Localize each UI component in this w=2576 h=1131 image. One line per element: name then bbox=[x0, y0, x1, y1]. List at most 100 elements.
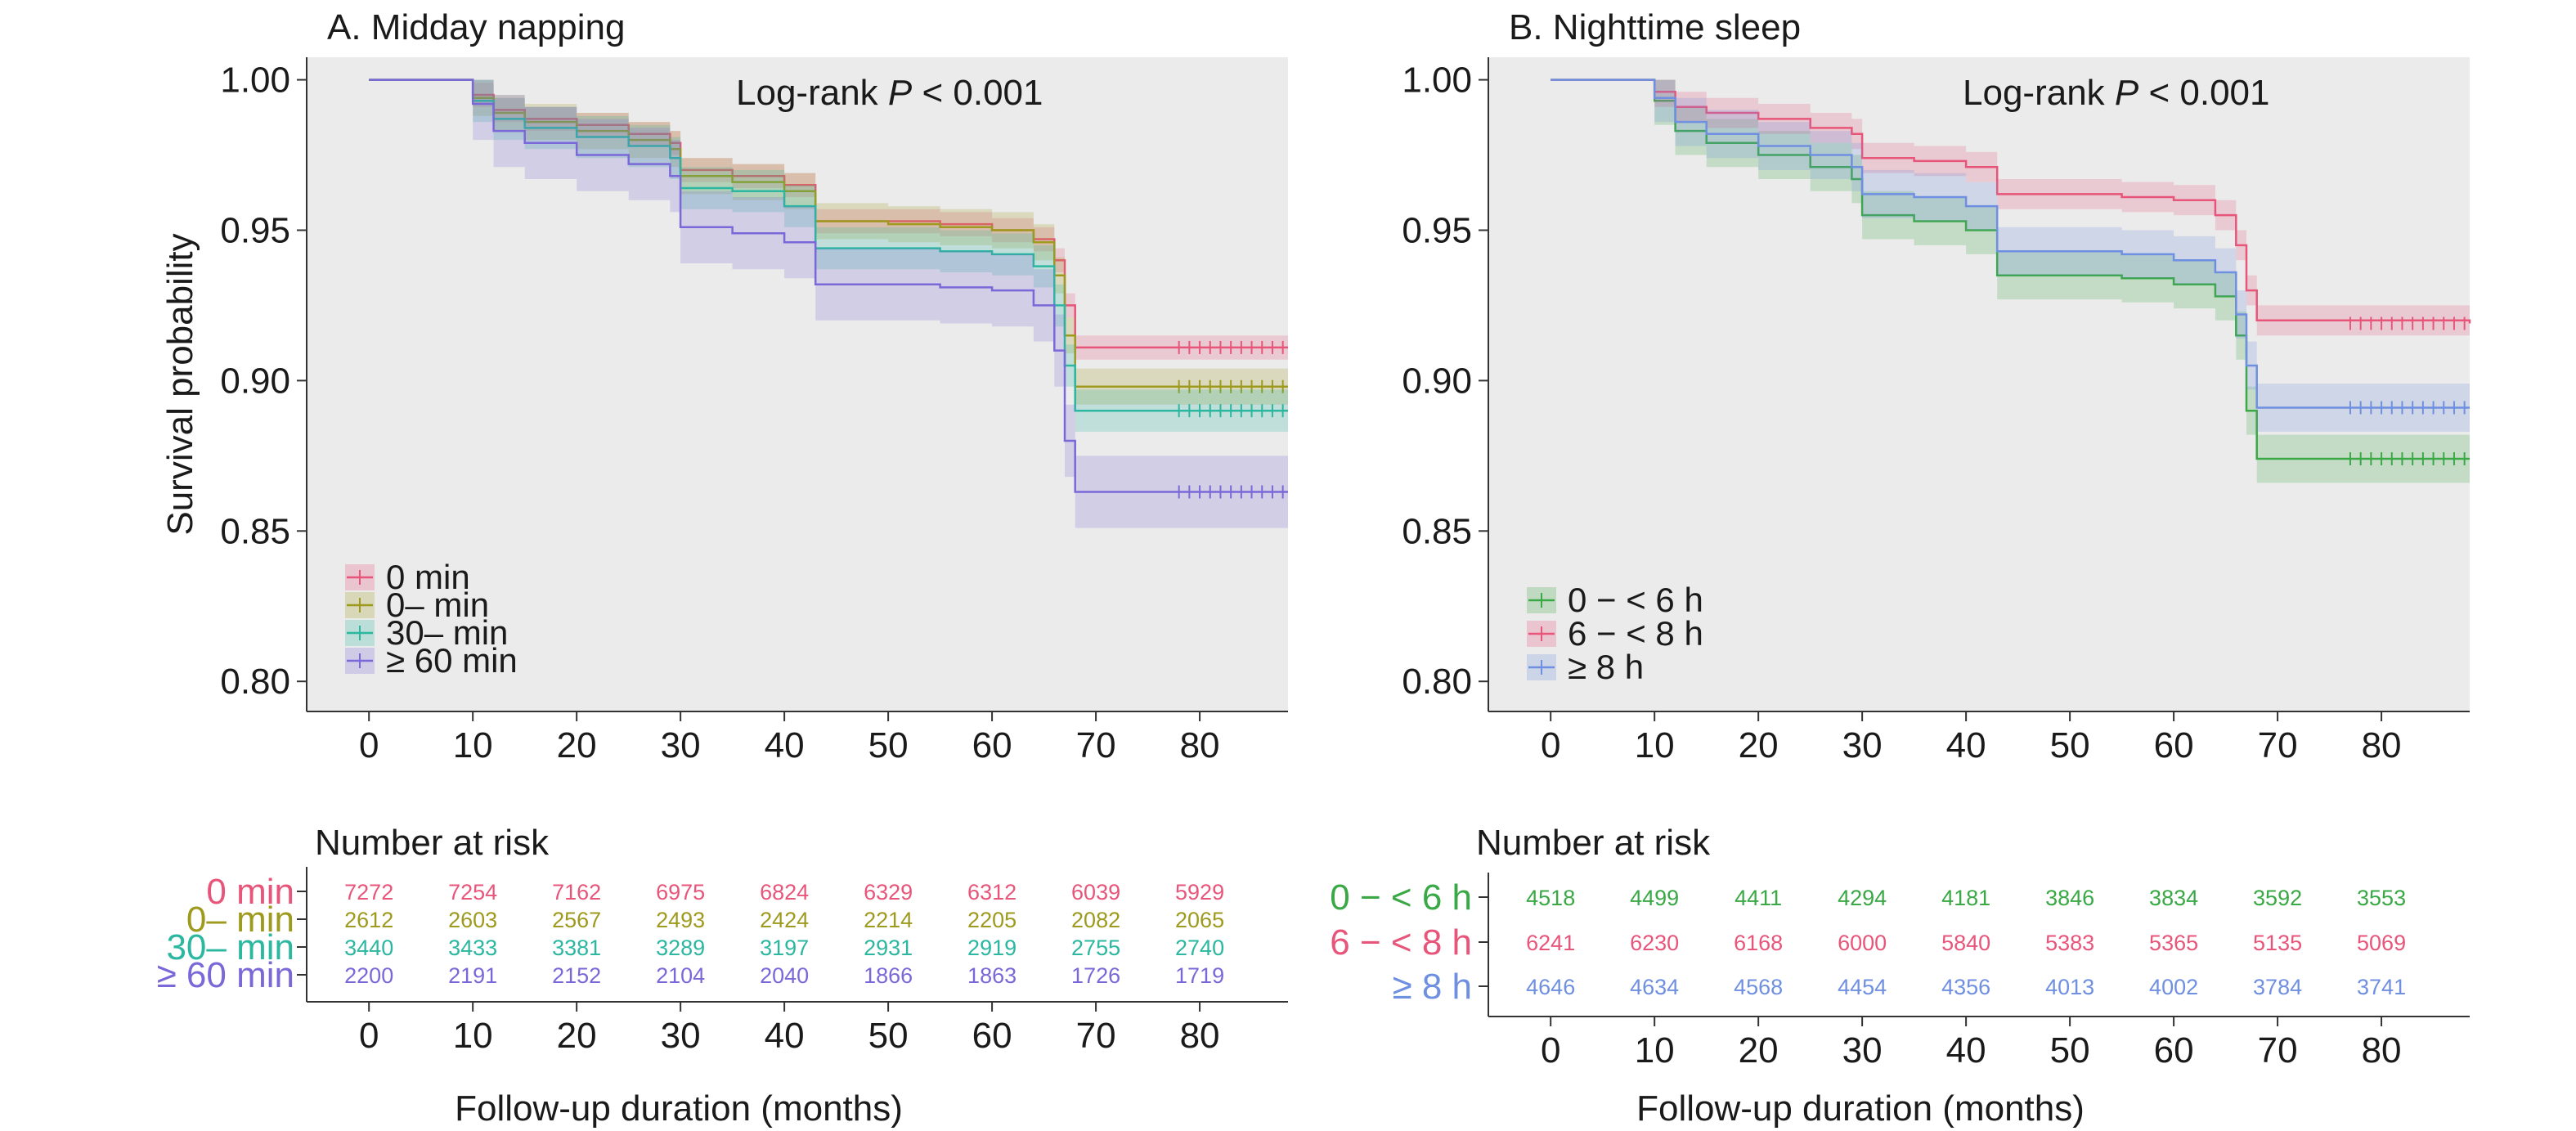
legend-label: ≥ 8 h bbox=[1568, 648, 1644, 686]
ci-band bbox=[369, 79, 1289, 528]
risk-count: 6168 bbox=[1734, 931, 1783, 955]
risk-count: 2493 bbox=[656, 908, 705, 932]
legend-item-6-8-h: 6 − < 8 h bbox=[1527, 614, 1703, 653]
risk-x-tick-label: 70 bbox=[1076, 1016, 1116, 1056]
series-8-h bbox=[1551, 79, 2470, 432]
series-layer bbox=[1551, 79, 2471, 483]
panel-title: A. Midday napping bbox=[327, 7, 625, 47]
risk-count: 3784 bbox=[2253, 975, 2302, 999]
risk-row-label: 0 − < 6 h bbox=[1330, 877, 1472, 918]
survival-curve bbox=[369, 79, 1288, 412]
survival-curve bbox=[369, 79, 1288, 493]
risk-row-30-min: 30– min 3440 3433 3381 3289 3197 2931 2919 2755 2… bbox=[166, 927, 1224, 967]
risk-count: 2424 bbox=[760, 908, 809, 932]
risk-count: 7162 bbox=[552, 880, 601, 904]
ci-band bbox=[1551, 79, 2470, 483]
risk-count: 6312 bbox=[967, 880, 1016, 904]
risk-x-tick-label: 10 bbox=[1635, 1030, 1675, 1070]
risk-count: 3197 bbox=[760, 936, 809, 960]
risk-x-tick-label: 0 bbox=[359, 1016, 379, 1056]
risk-count: 6039 bbox=[1071, 880, 1120, 904]
legend-item-8-h: ≥ 8 h bbox=[1527, 648, 1644, 686]
risk-count: 3834 bbox=[2149, 886, 2198, 910]
legend-item-60-min: ≥ 60 min bbox=[345, 641, 518, 680]
ci-band bbox=[369, 79, 1289, 432]
series-60-min bbox=[369, 79, 1289, 528]
legend-label: 0 min bbox=[386, 558, 470, 596]
risk-count: 3553 bbox=[2357, 886, 2406, 910]
risk-row-label: ≥ 8 h bbox=[1392, 967, 1472, 1007]
risk-count: 1866 bbox=[864, 963, 913, 988]
x-tick-label: 50 bbox=[868, 725, 909, 765]
risk-row-0-min: 0 min 7272 7254 7162 6975 6824 6329 6312 6039 592… bbox=[206, 872, 1224, 912]
y-tick-label: 0.85 bbox=[220, 511, 290, 551]
panel-midday-napping: A. Midday napping Log-rank P < 0.001 0 m… bbox=[157, 7, 1289, 1129]
risk-count: 7254 bbox=[448, 880, 497, 904]
risk-x-tick-label: 80 bbox=[2362, 1030, 2402, 1070]
plot-background bbox=[307, 57, 1288, 711]
risk-x-tick-label: 20 bbox=[1739, 1030, 1779, 1070]
risk-x-tick-label: 0 bbox=[1541, 1030, 1560, 1070]
risk-x-tick-label: 10 bbox=[453, 1016, 493, 1056]
risk-count: 2603 bbox=[448, 908, 497, 932]
risk-row-label: 0– min bbox=[186, 900, 294, 940]
risk-count: 3289 bbox=[656, 936, 705, 960]
risk-x-tick-label: 60 bbox=[972, 1016, 1012, 1056]
risk-count: 2205 bbox=[967, 908, 1016, 932]
risk-count: 3846 bbox=[2045, 886, 2094, 910]
risk-count: 6000 bbox=[1838, 931, 1887, 955]
ci-band bbox=[369, 79, 1289, 405]
risk-count: 3433 bbox=[448, 936, 497, 960]
logrank-annotation: Log-rank P < 0.001 bbox=[736, 73, 1043, 113]
panel-nighttime-sleep: B. Nighttime sleep Log-rank P < 0.001 0 … bbox=[1330, 7, 2471, 1129]
series-6-8-h bbox=[1551, 79, 2471, 339]
risk-x-tick-label: 50 bbox=[2050, 1030, 2090, 1070]
ci-band bbox=[1551, 79, 2470, 339]
risk-count: 5365 bbox=[2149, 931, 2198, 955]
risk-x-tick-label: 30 bbox=[1842, 1030, 1883, 1070]
risk-x-tick-label: 70 bbox=[2258, 1030, 2298, 1070]
risk-count: 3440 bbox=[344, 936, 393, 960]
x-axis: 0 10 20 30 40 50 60 70 80 bbox=[1488, 711, 2470, 765]
series-0-min bbox=[369, 79, 1289, 405]
risk-count: 4646 bbox=[1526, 975, 1575, 999]
risk-row-label: ≥ 60 min bbox=[157, 955, 294, 995]
x-tick-label: 0 bbox=[1541, 725, 1560, 765]
x-tick-label: 70 bbox=[1076, 725, 1116, 765]
risk-x-tick-label: 40 bbox=[765, 1016, 805, 1056]
risk-count: 4013 bbox=[2045, 975, 2094, 999]
risk-table: 0 min 7272 7254 7162 6975 6824 6329 6312 6039 592… bbox=[157, 867, 1288, 1056]
risk-row-label: 0 min bbox=[206, 872, 294, 912]
x-tick-label: 0 bbox=[359, 725, 379, 765]
risk-x-tick-label: 80 bbox=[1180, 1016, 1220, 1056]
x-tick-label: 40 bbox=[1946, 725, 1986, 765]
x-tick-label: 60 bbox=[2154, 725, 2194, 765]
risk-count: 6241 bbox=[1526, 931, 1575, 955]
y-tick-label: 0.95 bbox=[220, 210, 290, 250]
risk-count: 4634 bbox=[1630, 975, 1679, 999]
x-tick-label: 20 bbox=[557, 725, 597, 765]
y-tick-label: 0.90 bbox=[220, 361, 290, 401]
risk-count: 5383 bbox=[2045, 931, 2094, 955]
x-tick-label: 40 bbox=[765, 725, 805, 765]
risk-count: 2214 bbox=[864, 908, 913, 932]
x-tick-label: 70 bbox=[2258, 725, 2298, 765]
series-30-min bbox=[369, 79, 1289, 432]
risk-count: 3381 bbox=[552, 936, 601, 960]
legend-item-0-min: 0 min bbox=[345, 558, 470, 596]
legend-label: 30– min bbox=[386, 613, 508, 652]
risk-row-8-h: ≥ 8 h 4646 4634 4568 4454 4356 4013 4002 3784 374… bbox=[1392, 967, 2406, 1007]
risk-count: 5840 bbox=[1941, 931, 1990, 955]
survival-curve bbox=[1551, 79, 2470, 409]
ci-band bbox=[1551, 79, 2470, 432]
y-axis: 0.80 0.85 0.90 0.95 1.00 bbox=[220, 57, 307, 711]
risk-count: 5069 bbox=[2357, 931, 2406, 955]
risk-count: 1726 bbox=[1071, 963, 1120, 988]
risk-count: 4002 bbox=[2149, 975, 2198, 999]
risk-count: 4294 bbox=[1838, 886, 1887, 910]
risk-count: 4518 bbox=[1526, 886, 1575, 910]
legend-label: ≥ 60 min bbox=[386, 641, 518, 680]
x-tick-label: 80 bbox=[1180, 725, 1220, 765]
